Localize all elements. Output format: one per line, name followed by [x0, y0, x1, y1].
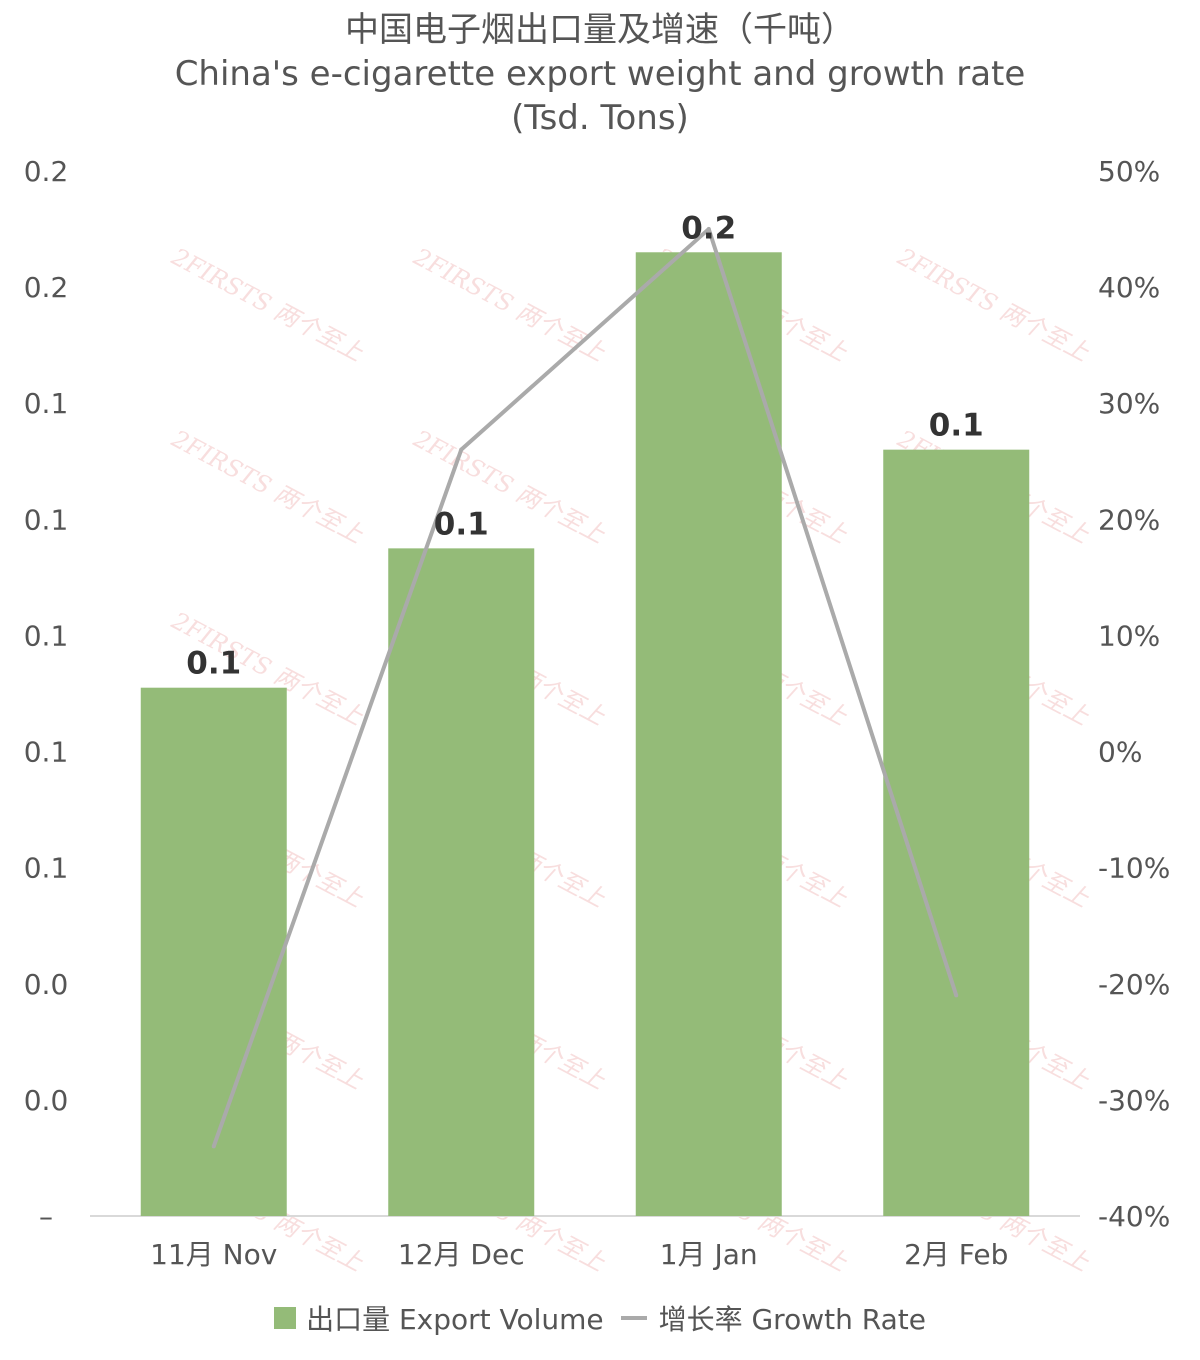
chart-canvas: 2FIRSTS 两个至上 2FIRSTS 两个至上 2FIRSTS 两个至上 2FIR…	[24, 155, 1171, 1277]
bar-export-volume	[140, 687, 287, 1216]
bar-export-volume	[635, 252, 782, 1216]
point-growth-rate	[459, 447, 464, 452]
x-category-label: 12月 Dec	[398, 1238, 525, 1271]
bar-data-label: 0.1	[434, 506, 489, 542]
chart-title: 中国电子烟出口量及增速（千吨）	[345, 10, 855, 50]
legend-swatch-bar	[274, 1307, 297, 1329]
y-left-tick-label: 0.0	[24, 968, 69, 1001]
y-left-tick-label: 0.1	[24, 387, 69, 420]
x-category-label: 2月 Feb	[904, 1238, 1008, 1271]
y-right-tick-label: 10%	[1098, 619, 1160, 652]
y-right-tick-label: 40%	[1098, 271, 1160, 304]
bar-data-label: 0.1	[929, 408, 984, 444]
point-growth-rate	[211, 1144, 216, 1149]
y-left-tick-label: –	[39, 1200, 53, 1233]
line-growth-rate	[211, 227, 959, 1148]
watermark-text: 2FIRSTS 两个至上	[892, 242, 1094, 367]
y-left-tick-label: 0.1	[24, 852, 69, 885]
y-right-tick-label: -30%	[1098, 1084, 1170, 1117]
y-left-tick-label: 0.1	[24, 503, 69, 536]
chart-subtitle-line-1: China's e-cigarette export weight and gr…	[174, 54, 1026, 94]
y-left-tick-label: 0.1	[24, 736, 69, 769]
chart-subtitle-line-2: (Tsd. Tons)	[511, 98, 689, 138]
y-left-tick-label: 0.2	[24, 155, 69, 188]
watermark-text: 2FIRSTS 两个至上	[408, 242, 610, 367]
bar-data-label: 0.1	[186, 646, 241, 682]
y-right-tick-label: 50%	[1098, 155, 1160, 188]
chart-legend: 出口量 Export Volume 增长率 Growth Rate	[0, 1298, 1200, 1338]
legend-swatch-line	[620, 1316, 647, 1320]
y-left-tick-label: 0.0	[24, 1084, 69, 1117]
x-category-label: 1月 Jan	[660, 1238, 758, 1271]
y-right-tick-label: 0%	[1098, 736, 1142, 769]
watermark-text: 2FIRSTS 两个至上	[166, 242, 368, 367]
y-left-tick-label: 0.2	[24, 271, 69, 304]
y-left-tick-label: 0.1	[24, 619, 69, 652]
bar-data-label: 0.2	[681, 210, 736, 246]
legend-label-growth-rate: 增长率 Growth Rate	[658, 1303, 926, 1336]
chart-title-block: 中国电子烟出口量及增速（千吨） China's e-cigarette expo…	[0, 8, 1200, 140]
y-right-tick-label: -20%	[1098, 968, 1170, 1001]
y-right-tick-label: -40%	[1098, 1200, 1170, 1233]
y-right-tick-label: 20%	[1098, 503, 1160, 536]
y-right-tick-label: 30%	[1098, 387, 1160, 420]
x-category-label: 11月 Nov	[150, 1238, 277, 1271]
bar-export-volume	[883, 449, 1030, 1217]
legend-label-export-volume: 出口量 Export Volume	[306, 1303, 604, 1336]
legend-item-growth-rate: 增长率 Growth Rate	[620, 1298, 926, 1338]
point-growth-rate	[954, 993, 959, 998]
bar-export-volume	[388, 548, 535, 1216]
watermark-text: 2FIRSTS 两个至上	[166, 424, 368, 549]
y-right-tick-label: -10%	[1098, 852, 1170, 885]
point-growth-rate	[706, 227, 711, 232]
legend-item-export-volume: 出口量 Export Volume	[274, 1298, 604, 1338]
